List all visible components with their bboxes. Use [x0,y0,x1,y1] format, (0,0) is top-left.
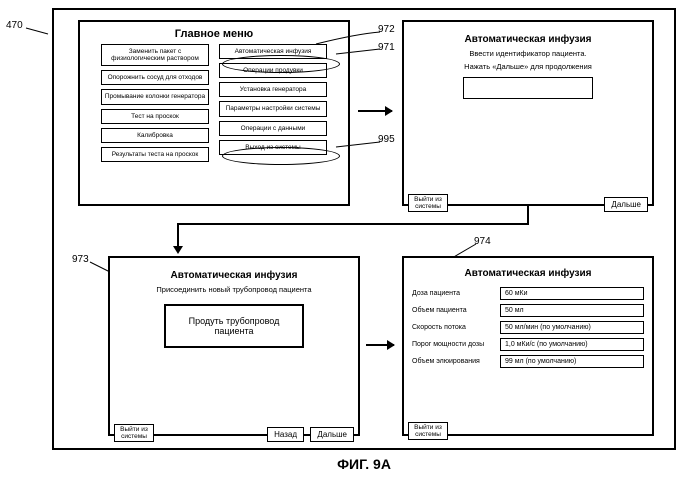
arrow-connect-to-params [366,344,394,346]
patient-id-title: Автоматическая инфузия [404,34,652,45]
param-row-1: Объем пациента 50 мл [412,304,644,317]
param-value-1[interactable]: 50 мл [500,304,644,317]
panel-patient-id: Автоматическая инфузия Ввести идентифика… [402,20,654,206]
param-row-0: Доза пациента 60 мКи [412,287,644,300]
figure-caption: ФИГ. 9A [52,456,676,472]
patient-id-line2: Нажать «Дальше» для продолжения [404,62,652,71]
back-button[interactable]: Назад [267,427,304,442]
callout-974: 974 [474,236,491,247]
menu-item-right-2[interactable]: Установка генератора [219,82,327,97]
callout-995: 995 [378,134,395,145]
exit-button[interactable]: Выйти из системы [408,422,448,440]
params-title: Автоматическая инфузия [404,268,652,279]
panel-connect-tubing: Автоматическая инфузия Присоединить новы… [108,256,360,436]
callout-973: 973 [72,254,89,265]
patient-id-line1: Ввести идентификатор пациента. [404,49,652,58]
menu-item-right-0[interactable]: Автоматическая инфузия [219,44,327,59]
panel-main-menu-inner: Главное меню Заменить пакет с физиологич… [80,28,348,210]
exit-button[interactable]: Выйти из системы [408,194,448,212]
param-value-3[interactable]: 1,0 мКи/с (по умолчанию) [500,338,644,351]
param-label-4: Объем элюирования [412,358,494,365]
panel-patient-id-inner: Автоматическая инфузия Ввести идентифика… [404,34,652,216]
callout-971: 971 [378,42,395,53]
main-menu-columns: Заменить пакет с физиологическим раствор… [80,44,348,162]
patient-id-input[interactable] [463,77,593,99]
menu-item-left-5[interactable]: Результаты теста на проскок [101,147,209,162]
param-row-4: Объем элюирования 99 мл (по умолчанию) [412,355,644,368]
menu-item-right-1[interactable]: Операции продувки [219,63,327,78]
next-button[interactable]: Дальше [604,197,648,212]
menu-item-left-2[interactable]: Промывание колонки генератора [101,89,209,104]
param-row-3: Порог мощности дозы 1,0 мКи/с (по умолчан… [412,338,644,351]
param-label-2: Скорость потока [412,324,494,331]
panel-connect-inner: Автоматическая инфузия Присоединить новы… [110,270,358,446]
param-label-0: Доза пациента [412,290,494,297]
next-button[interactable]: Дальше [310,427,354,442]
menu-item-left-3[interactable]: Тест на проскок [101,109,209,124]
purge-tubing-button[interactable]: Продуть трубопровод пациента [164,304,304,348]
param-label-1: Объем пациента [412,307,494,314]
menu-item-right-4[interactable]: Операции с данными [219,121,327,136]
panel-main-menu: Главное меню Заменить пакет с физиологич… [78,20,350,206]
menu-item-right-5[interactable]: Выход из системы [219,140,327,155]
param-row-2: Скорость потока 50 мл/мин (по умолчанию) [412,321,644,334]
param-value-2[interactable]: 50 мл/мин (по умолчанию) [500,321,644,334]
menu-item-left-0[interactable]: Заменить пакет с физиологическим раствор… [101,44,209,66]
panel-parameters-inner: Автоматическая инфузия Доза пациента 60 м… [404,268,652,444]
menu-item-left-4[interactable]: Калибровка [101,128,209,143]
param-value-0[interactable]: 60 мКи [500,287,644,300]
main-menu-title: Главное меню [80,28,348,40]
menu-item-left-1[interactable]: Опорожнить сосуд для отходов [101,70,209,85]
callout-972: 972 [378,24,395,35]
main-menu-right-col: Автоматическая инфузия Операции продувки У… [219,44,327,162]
panel-parameters: Автоматическая инфузия Доза пациента 60 м… [402,256,654,436]
callout-470: 470 [6,20,23,31]
connect-title: Автоматическая инфузия [110,270,358,281]
menu-item-right-3[interactable]: Параметры настройки системы [219,101,327,116]
main-menu-left-col: Заменить пакет с физиологическим раствор… [101,44,209,162]
param-value-4[interactable]: 99 мл (по умолчанию) [500,355,644,368]
params-rows: Доза пациента 60 мКи Объем пациента 50 мл Ск… [404,287,652,368]
figure-outer-frame: Главное меню Заменить пакет с физиологич… [52,8,676,450]
exit-button[interactable]: Выйти из системы [114,424,154,442]
arrow-menu-to-id [358,110,392,112]
param-label-3: Порог мощности дозы [412,341,494,348]
connect-subtitle: Присоединить новый трубопровод пациента [110,285,358,294]
